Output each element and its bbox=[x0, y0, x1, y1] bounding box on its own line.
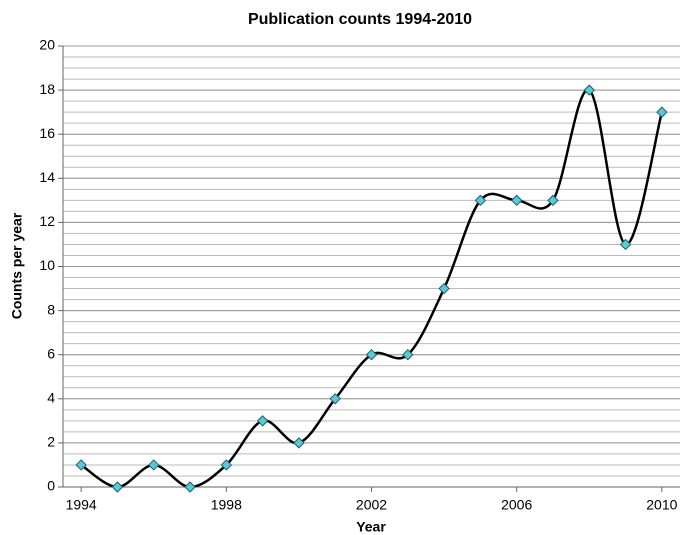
x-tick-label: 1998 bbox=[211, 497, 242, 513]
marker bbox=[619, 238, 632, 251]
marker bbox=[111, 481, 124, 493]
y-tick-label: 18 bbox=[39, 81, 55, 97]
x-tick-label: 2010 bbox=[646, 497, 677, 513]
y-tick-label: 16 bbox=[39, 125, 55, 141]
y-axis-label: Counts per year bbox=[9, 212, 25, 319]
marker bbox=[148, 459, 160, 471]
y-tick-label: 0 bbox=[47, 478, 55, 494]
marker bbox=[583, 84, 595, 96]
marker bbox=[510, 194, 523, 207]
marker bbox=[656, 106, 668, 118]
x-tick-label: 1994 bbox=[66, 497, 97, 513]
marker bbox=[75, 459, 87, 471]
marker bbox=[329, 393, 341, 405]
x-axis-label: Year bbox=[356, 519, 386, 535]
y-tick-label: 8 bbox=[47, 301, 55, 317]
y-tick-label: 20 bbox=[39, 37, 55, 53]
marker bbox=[402, 348, 414, 361]
marker bbox=[293, 437, 305, 449]
marker bbox=[184, 481, 196, 493]
marker bbox=[474, 194, 487, 207]
chart-title: Publication counts 1994-2010 bbox=[248, 11, 472, 28]
marker bbox=[438, 282, 450, 295]
y-tick-label: 2 bbox=[47, 434, 55, 450]
y-tick-label: 6 bbox=[47, 345, 55, 361]
marker bbox=[547, 194, 559, 207]
marker bbox=[256, 415, 269, 427]
y-tick-label: 4 bbox=[47, 390, 55, 406]
marker bbox=[220, 459, 233, 471]
x-tick-label: 2006 bbox=[501, 497, 532, 513]
y-tick-label: 10 bbox=[39, 257, 55, 273]
marker bbox=[365, 348, 378, 361]
y-tick-label: 14 bbox=[39, 169, 55, 185]
x-tick-label: 2002 bbox=[356, 497, 387, 513]
y-tick-label: 12 bbox=[39, 213, 55, 229]
